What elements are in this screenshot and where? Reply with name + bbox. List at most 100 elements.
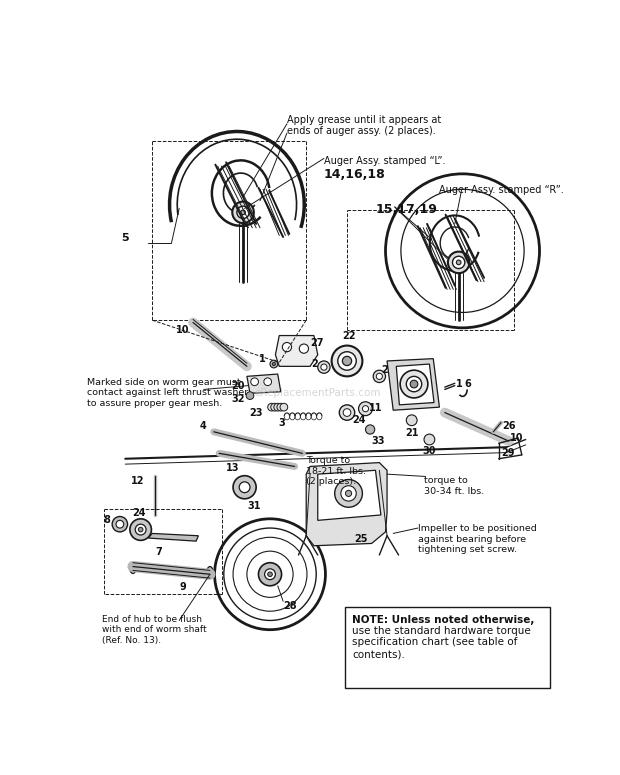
Text: 1: 1 [259, 354, 265, 364]
Circle shape [406, 377, 422, 391]
Text: 2: 2 [382, 365, 388, 375]
Polygon shape [317, 470, 381, 520]
Circle shape [341, 486, 356, 501]
Circle shape [424, 434, 435, 445]
Text: End of hub to be flush
with end of worm shaft
(Ref. No. 13).: End of hub to be flush with end of worm … [102, 615, 207, 645]
Polygon shape [247, 374, 281, 393]
Circle shape [456, 260, 461, 265]
Circle shape [271, 403, 278, 411]
Circle shape [274, 403, 281, 411]
Circle shape [299, 344, 309, 353]
Text: 24: 24 [352, 415, 366, 425]
Circle shape [138, 527, 143, 532]
Text: 2: 2 [311, 359, 317, 369]
Circle shape [363, 405, 368, 412]
Text: 10: 10 [175, 326, 189, 335]
Text: 14,16,18: 14,16,18 [324, 167, 386, 181]
Circle shape [277, 403, 285, 411]
Text: 32: 32 [231, 394, 245, 405]
Circle shape [215, 518, 326, 630]
Circle shape [339, 405, 355, 420]
Text: 5: 5 [122, 232, 129, 243]
Text: 31: 31 [247, 501, 260, 511]
Text: 12: 12 [131, 477, 144, 487]
Text: 27: 27 [310, 338, 324, 348]
Polygon shape [275, 336, 317, 367]
Text: 3: 3 [278, 418, 285, 428]
Circle shape [233, 476, 256, 499]
Text: eReplacementParts.com: eReplacementParts.com [254, 388, 381, 398]
Text: 26: 26 [503, 421, 516, 431]
Circle shape [135, 524, 146, 535]
Text: 28: 28 [283, 601, 297, 611]
Text: Torque to
18-21 ft. lbs.
(2 places).: Torque to 18-21 ft. lbs. (2 places). [306, 456, 366, 486]
Text: torque to
30-34 ft. lbs.: torque to 30-34 ft. lbs. [424, 477, 484, 496]
Text: 24: 24 [132, 508, 146, 518]
Text: 20: 20 [231, 381, 245, 391]
Circle shape [376, 374, 383, 380]
Circle shape [259, 563, 281, 586]
Text: 6: 6 [464, 379, 471, 389]
Circle shape [453, 257, 465, 269]
Circle shape [365, 425, 374, 434]
Circle shape [410, 381, 418, 388]
Text: 13: 13 [226, 463, 240, 473]
Text: Apply grease until it appears at
ends of auger assy. (2 places).: Apply grease until it appears at ends of… [287, 115, 441, 136]
Text: 15,17,19: 15,17,19 [376, 203, 437, 216]
Text: 33: 33 [371, 436, 385, 446]
Text: 10: 10 [510, 433, 524, 443]
Circle shape [335, 480, 363, 508]
Circle shape [241, 210, 246, 215]
Circle shape [130, 518, 151, 540]
Circle shape [272, 363, 275, 366]
Text: 29: 29 [501, 448, 515, 457]
Polygon shape [396, 364, 434, 405]
Circle shape [345, 491, 352, 497]
Text: Impeller to be positioned
against bearing before
tightening set screw.: Impeller to be positioned against bearin… [418, 524, 536, 554]
Circle shape [232, 202, 254, 223]
Circle shape [268, 403, 275, 411]
Text: 25: 25 [355, 534, 368, 544]
Text: Auger Assy. stamped “R”.: Auger Assy. stamped “R”. [440, 185, 564, 195]
Circle shape [265, 569, 275, 580]
Circle shape [239, 482, 250, 493]
Circle shape [264, 378, 272, 386]
Circle shape [321, 364, 327, 370]
Circle shape [116, 520, 124, 528]
Text: 4: 4 [200, 421, 206, 431]
Circle shape [250, 378, 259, 386]
Circle shape [342, 356, 352, 366]
Text: NOTE: Unless noted otherwise,: NOTE: Unless noted otherwise, [352, 615, 535, 625]
Circle shape [282, 343, 291, 352]
Circle shape [317, 361, 330, 374]
Polygon shape [148, 533, 198, 541]
Polygon shape [306, 463, 387, 546]
Text: 11: 11 [368, 402, 382, 412]
Circle shape [268, 572, 272, 577]
Circle shape [270, 360, 278, 368]
Ellipse shape [207, 567, 213, 577]
Text: 8: 8 [103, 515, 110, 525]
Text: 1: 1 [456, 379, 463, 389]
Circle shape [280, 403, 288, 411]
Circle shape [448, 252, 469, 273]
Polygon shape [387, 359, 440, 410]
Ellipse shape [130, 563, 136, 574]
Circle shape [332, 346, 363, 377]
Text: Marked side on worm gear must
contact against left thrust washer
to assure prope: Marked side on worm gear must contact ag… [87, 378, 248, 408]
Circle shape [237, 206, 249, 219]
Circle shape [400, 370, 428, 398]
Text: Auger Assy. stamped “L”.: Auger Assy. stamped “L”. [324, 156, 445, 166]
Text: 9: 9 [180, 582, 187, 592]
Text: 30: 30 [423, 446, 436, 456]
Text: 23: 23 [249, 408, 262, 418]
Circle shape [406, 415, 417, 425]
Text: 22: 22 [342, 331, 355, 341]
Text: 7: 7 [155, 547, 162, 557]
Circle shape [246, 391, 254, 399]
Circle shape [373, 370, 386, 383]
Text: use the standard hardware torque
specification chart (see table of
contents).: use the standard hardware torque specifi… [352, 626, 531, 659]
Circle shape [112, 516, 128, 532]
FancyBboxPatch shape [345, 607, 549, 688]
Text: 21: 21 [405, 428, 418, 438]
